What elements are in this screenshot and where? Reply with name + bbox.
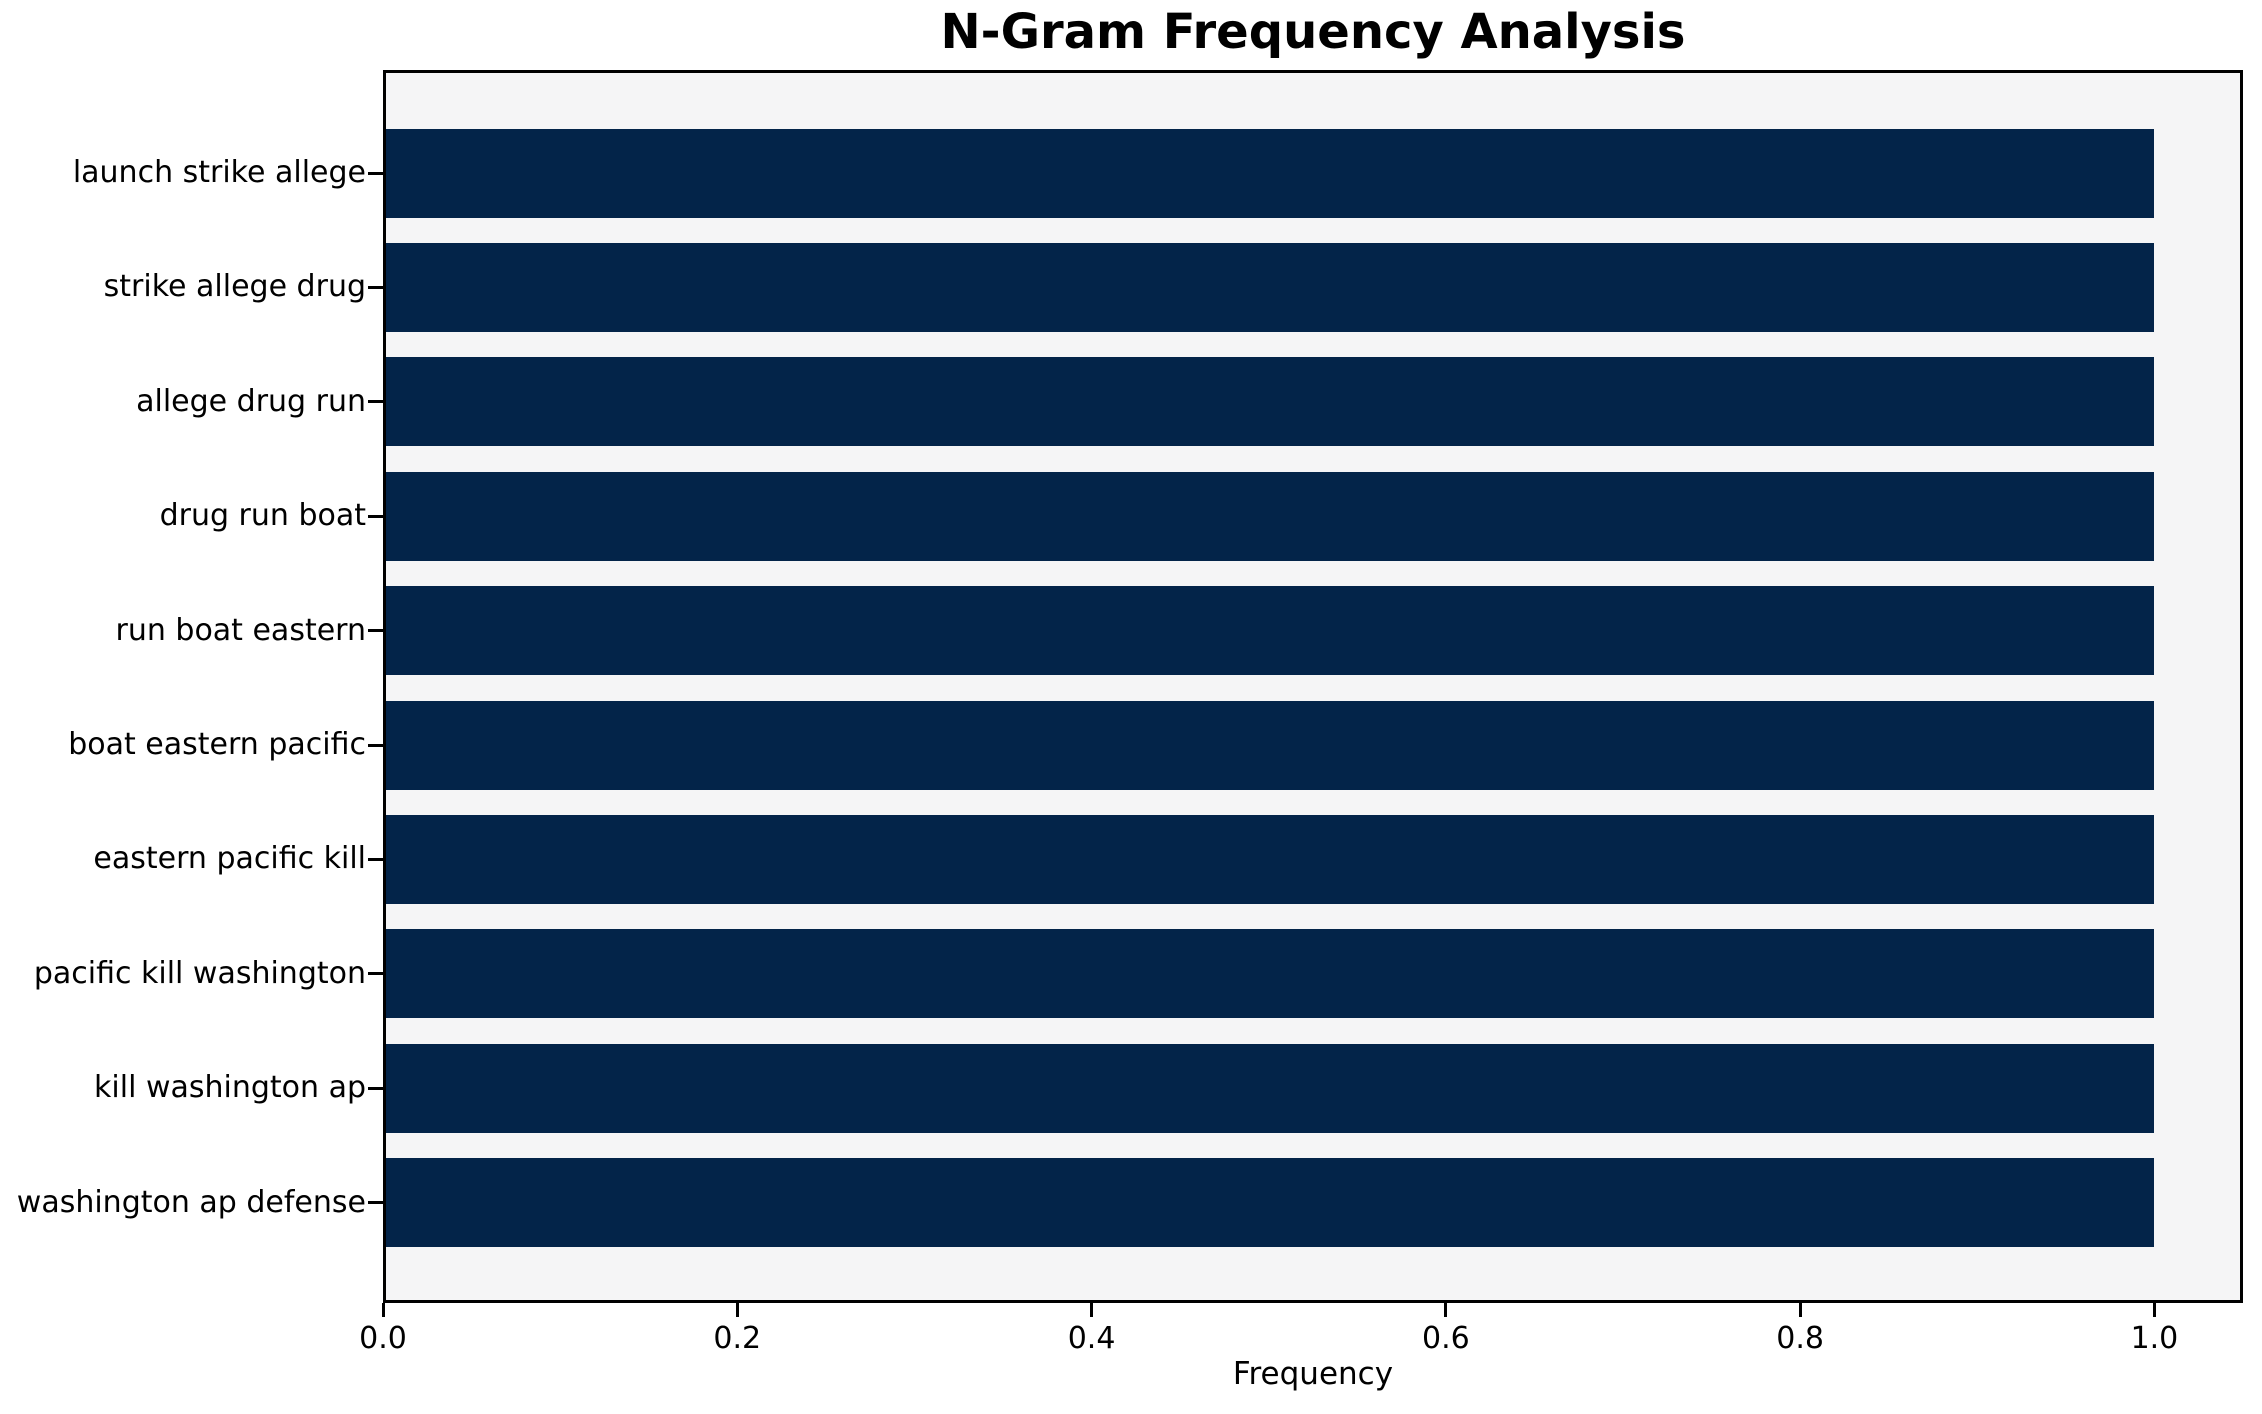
bar <box>386 357 2155 447</box>
x-tick-label: 0.6 <box>1421 1321 1470 1356</box>
chart-title: N-Gram Frequency Analysis <box>940 4 1686 60</box>
x-axis-label: Frequency <box>1232 1356 1394 1392</box>
y-tick-label: run boat eastern <box>115 612 367 648</box>
bar <box>386 929 2155 1019</box>
bar <box>386 242 2155 332</box>
x-tick-label: 0.2 <box>713 1321 762 1356</box>
y-tick-label: eastern pacific kill <box>93 841 366 877</box>
y-tick-mark <box>368 285 383 289</box>
bar <box>386 700 2155 790</box>
y-tick-label: launch strike allege <box>72 155 366 190</box>
bar <box>386 128 2155 218</box>
y-tick-label: drug run boat <box>159 498 366 534</box>
bar <box>386 586 2155 676</box>
x-tick-mark <box>735 1303 739 1317</box>
y-tick-label: allege drug run <box>136 383 366 419</box>
bar <box>386 1043 2155 1133</box>
x-tick-mark <box>1798 1303 1802 1317</box>
y-tick-label: boat eastern pacific <box>68 727 366 762</box>
x-tick-mark <box>381 1303 385 1317</box>
x-tick-label: 0.8 <box>1776 1321 1824 1356</box>
y-tick-label: kill washington ap <box>94 1070 366 1106</box>
y-tick-mark <box>368 629 383 633</box>
y-tick-mark <box>368 1086 383 1090</box>
y-tick-mark <box>368 514 383 518</box>
y-tick-mark <box>368 400 383 404</box>
y-tick-mark <box>368 171 383 175</box>
x-tick-label: 1.0 <box>2130 1321 2179 1356</box>
bar <box>386 1158 2155 1248</box>
y-tick-label: washington ap defense <box>16 1184 366 1220</box>
x-tick-mark <box>1444 1303 1448 1317</box>
y-tick-label: pacific kill washington <box>33 955 366 991</box>
y-tick-mark <box>368 972 383 976</box>
x-tick-mark <box>1090 1303 1094 1317</box>
x-tick-label: 0.4 <box>1067 1321 1116 1356</box>
y-tick-mark <box>368 1201 383 1205</box>
y-tick-mark <box>368 743 383 747</box>
bar <box>386 814 2155 904</box>
y-tick-mark <box>368 857 383 861</box>
x-tick-mark <box>2152 1303 2156 1317</box>
bar <box>386 471 2155 561</box>
y-tick-label: strike allege drug <box>103 269 366 305</box>
x-tick-label: 0.0 <box>359 1321 407 1356</box>
